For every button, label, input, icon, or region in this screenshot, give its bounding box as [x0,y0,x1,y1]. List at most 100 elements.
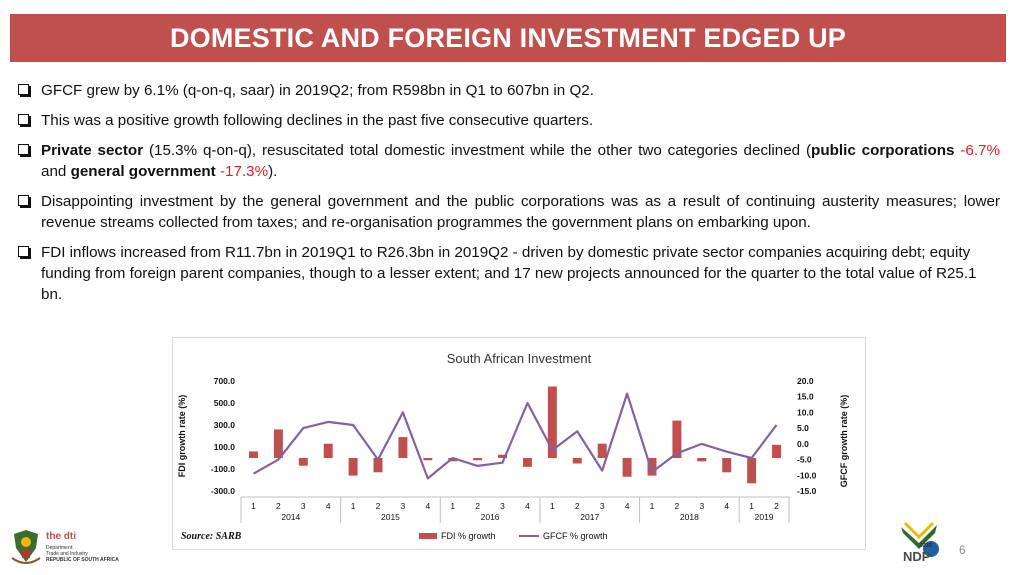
y2-axis-title: GFCF growth rate (%) [839,395,849,488]
y2-tick-label: -5.0 [797,455,812,465]
fdi-bar [423,458,433,461]
coat-of-arms-logo [11,530,41,564]
x-tick-label: 1 [251,501,256,511]
chart-canvas: South African Investment 700.0 500.0 300.0 1… [177,351,849,541]
x-tick-label: 2 [376,501,381,511]
checkbox-bullet-icon [18,195,29,206]
checkbox-bullet-icon [18,144,29,155]
fdi-bar [348,458,358,476]
dti-logo-text: the dti [46,531,76,542]
public-corporations-value: -6.7% [954,142,1000,159]
y-tick-label: 300.0 [214,420,236,430]
y-tick-label: 100.0 [214,442,236,452]
ndp-text: NDP [903,549,931,564]
x-tick-label: 3 [401,501,406,511]
fdi-bar [747,458,757,484]
fdi-bar [547,386,557,458]
x-tick-label: 1 [550,501,555,511]
bullet-item: Disappointing investment by the general … [18,191,1000,233]
y-tick-label: 500.0 [214,398,236,408]
legend-label-fdi: FDI % growth [441,531,496,541]
y2-tick-label: 0.0 [797,439,809,449]
fdi-bar [248,451,258,458]
y2-tick-label: 20.0 [797,376,814,386]
legend-label-gfcf: GFCF % growth [543,531,608,541]
fdi-bar [672,420,682,458]
fdi-bar [622,458,632,477]
page-number: 6 [959,543,966,557]
general-government-value: -17.3% [215,163,269,180]
bullet-item: This was a positive growth following dec… [18,110,1000,131]
general-government-label: general government [70,163,216,180]
x-tick-label: 4 [625,501,630,511]
x-tick-label: 2 [575,501,580,511]
fdi-bar [398,437,408,458]
x-tick-label: 1 [650,501,655,511]
fdi-bar [647,458,657,476]
bullet-list: GFCF grew by 6.1% (q-on-q, saar) in 2019… [18,80,1000,314]
x-tick-label: 1 [749,501,754,511]
fdi-bar [572,458,582,464]
chart-source: Source: SARB [181,531,242,542]
fdi-bar [597,443,607,458]
ndp-2030-logo: 2030 NDP [901,521,939,564]
checkbox-bullet-icon [18,84,29,95]
bullet-text: (15.3% q-on-q), resuscitated total domes… [143,142,812,159]
investment-chart: South African Investment 700.0 500.0 300.0 1… [172,337,866,550]
fdi-bar [448,458,458,462]
fdi-bar [522,458,532,467]
y2-tick-label: 5.0 [797,423,809,433]
x-tick-label: 2 [675,501,680,511]
x-tick-label: 1 [351,501,356,511]
fdi-bar [697,458,707,462]
bullet-text: ). [268,163,278,180]
bullet-item: GFCF grew by 6.1% (q-on-q, saar) in 2019… [18,80,1000,101]
fdi-bar [498,454,508,458]
fdi-bar [473,458,483,461]
slide-title: DOMESTIC AND FOREIGN INVESTMENT EDGED UP [10,14,1006,62]
bullet-text: This was a positive growth following dec… [41,112,594,129]
y-tick-label: 700.0 [214,376,236,386]
fdi-bar [323,443,333,458]
legend-swatch-fdi [419,533,437,539]
chart-title: South African Investment [447,351,592,366]
x-tick-label: 2 [276,501,281,511]
bullet-text: FDI inflows increased from R11.7bn in 20… [41,244,977,303]
public-corporations-label: public corporations [811,142,955,159]
bullet-text: Disappointing investment by the general … [41,193,1000,231]
dti-department-lines: Department: Trade and Industry REPUBLIC … [46,545,119,563]
ndp-year: 2030 [919,543,933,549]
y-axis-title: FDI growth rate (%) [177,395,187,478]
x-tick-label: 3 [301,501,306,511]
bullet-item: Private sector (15.3% q-on-q), resuscita… [18,140,1000,182]
fdi-bar [772,444,782,458]
x-year-label: 2017 [580,512,599,522]
x-tick-label: 3 [500,501,505,511]
dti-line: REPUBLIC OF SOUTH AFRICA [46,557,119,563]
y2-tick-label: -15.0 [797,486,817,496]
dti-line: Department: [46,545,74,551]
x-year-label: 2016 [481,512,500,522]
bullet-text: and [41,163,71,180]
y2-tick-label: -10.0 [797,470,817,480]
x-tick-label: 4 [425,501,430,511]
y2-tick-label: 10.0 [797,407,814,417]
gfcf-line [252,392,778,480]
x-year-label: 2018 [680,512,699,522]
fdi-bar [722,458,732,473]
x-year-label: 2014 [281,512,300,522]
y-tick-label: -100.0 [211,464,235,474]
private-sector-label: Private sector [41,142,144,159]
checkbox-bullet-icon [18,114,29,125]
dti-line: Trade and Industry [46,551,88,557]
x-tick-label: 2 [475,501,480,511]
bullet-item: FDI inflows increased from R11.7bn in 20… [18,242,1000,305]
bullet-text: GFCF grew by 6.1% (q-on-q, saar) in 2019… [41,82,594,99]
y-tick-label: -300.0 [211,486,235,496]
fdi-bar [373,458,383,473]
x-tick-label: 4 [724,501,729,511]
checkbox-bullet-icon [18,246,29,257]
x-year-label: 2015 [381,512,400,522]
x-tick-label: 3 [600,501,605,511]
x-tick-label: 4 [326,501,331,511]
